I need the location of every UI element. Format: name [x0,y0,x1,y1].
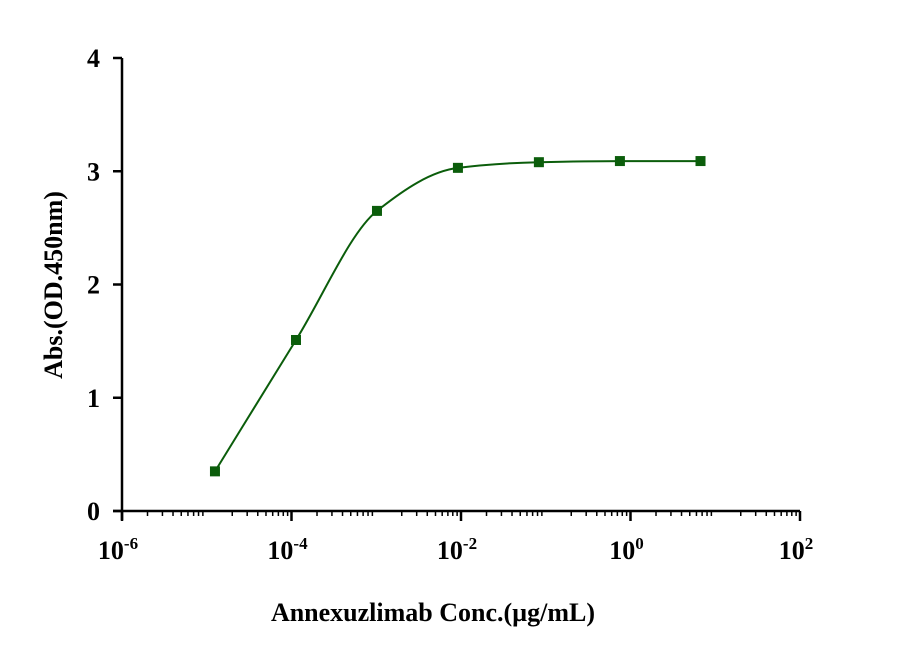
fit-curve-layer [214,160,701,472]
x-tick-label: 10-4 [267,534,308,565]
y-tick-label: 4 [87,44,100,73]
data-point [371,205,382,216]
x-tick-label: 100 [609,534,644,565]
data-point [209,466,220,477]
data-point [452,162,463,173]
data-point [614,156,625,167]
data-points-layer [209,156,706,477]
data-point [533,157,544,168]
x-tick-label: 10-6 [98,534,138,565]
data-point [290,334,301,345]
x-tick-label: 10-2 [437,534,477,565]
y-tick-label: 2 [87,271,100,300]
fit-curve [214,160,701,472]
x-tick-label: 102 [779,534,814,565]
axes: 0 1 2 3 4 10-6 10-4 10-2 100 102 [87,44,813,565]
y-tick-label: 0 [87,497,100,526]
data-point [695,156,706,167]
x-axis-label: Annexuzlimab Conc.(µg/mL) [271,598,595,627]
y-axis-label: Abs.(OD.450nm) [39,191,68,379]
y-tick-label: 1 [87,384,100,413]
y-tick-label: 3 [87,157,100,186]
